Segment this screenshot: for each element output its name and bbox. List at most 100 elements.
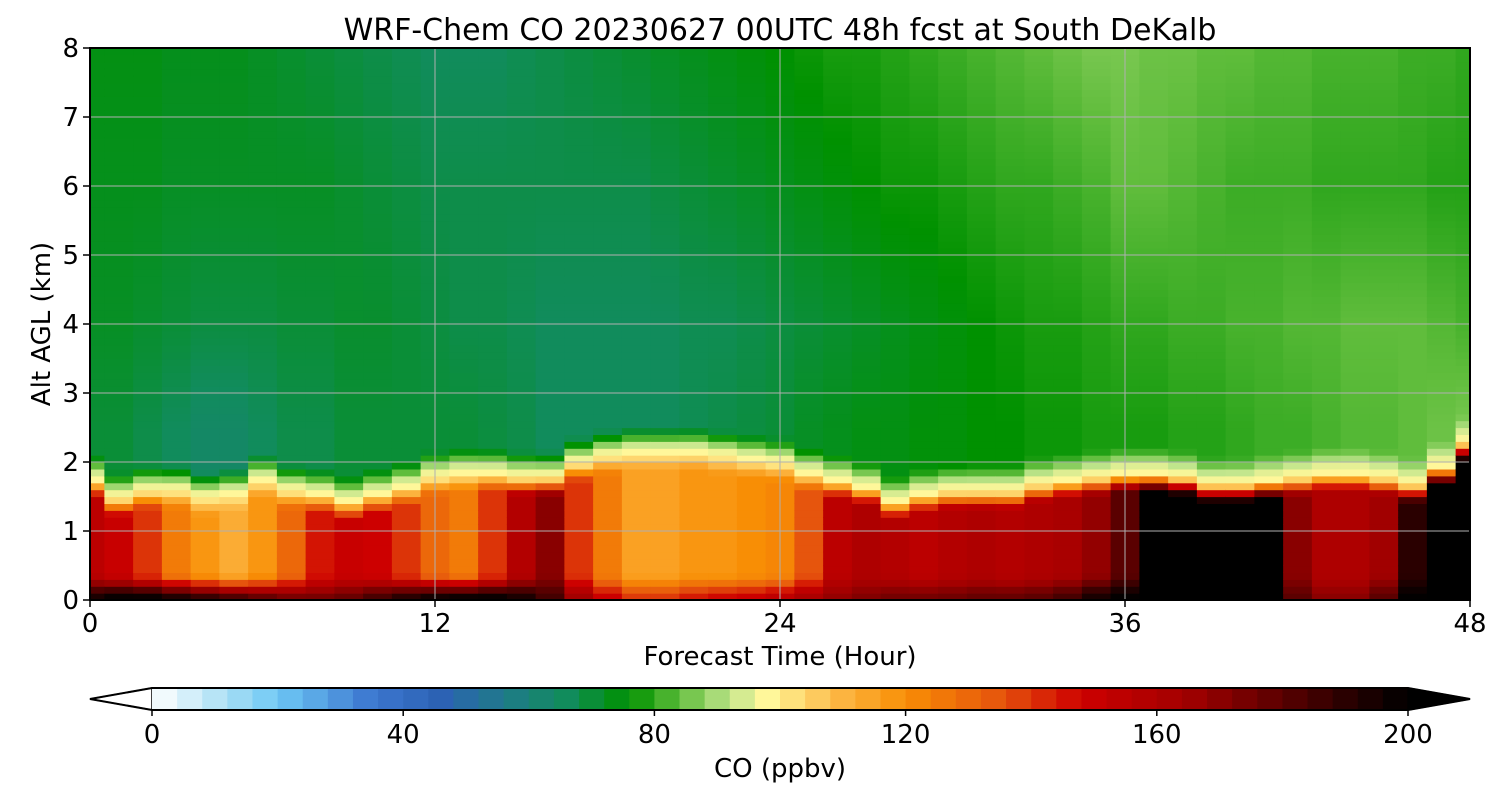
heatmap-cell: [1081, 468, 1112, 477]
heatmap-cell: [1053, 420, 1083, 429]
heatmap-cell: [995, 192, 1025, 201]
heatmap-cell: [995, 510, 1025, 518]
heatmap-cell: [966, 172, 997, 180]
heatmap-cell: [650, 503, 680, 511]
heatmap-cell: [133, 572, 163, 580]
heatmap-cell: [650, 255, 680, 263]
heatmap-cell: [880, 510, 910, 518]
heatmap-cell: [880, 496, 910, 504]
heatmap-cell: [1081, 406, 1112, 415]
heatmap-cell: [90, 213, 105, 222]
heatmap-cell: [1225, 427, 1255, 435]
heatmap-cell: [190, 192, 220, 201]
heatmap-cell: [219, 248, 249, 256]
heatmap-cell: [391, 103, 422, 111]
colorbar-segment: [579, 688, 605, 710]
heatmap-cell: [161, 179, 192, 187]
heatmap-cell: [1024, 296, 1054, 304]
heatmap-cell: [823, 68, 853, 77]
x-tick-label: 12: [418, 609, 451, 639]
heatmap-cell: [736, 372, 767, 380]
heatmap-cell: [1081, 54, 1112, 63]
heatmap-cell: [1311, 482, 1342, 491]
heatmap-cell: [1168, 379, 1198, 387]
heatmap-cell: [679, 324, 709, 332]
heatmap-cell: [391, 248, 422, 256]
heatmap-cell: [995, 406, 1025, 415]
heatmap-cell: [1426, 261, 1457, 270]
heatmap-cell: [1283, 303, 1313, 311]
heatmap-cell: [679, 165, 709, 173]
heatmap-cell: [564, 434, 594, 442]
heatmap-cell: [909, 551, 939, 560]
heatmap-cell: [506, 227, 537, 235]
heatmap-cell: [133, 351, 163, 360]
heatmap-cell: [161, 372, 192, 380]
heatmap-cell: [1426, 593, 1457, 600]
heatmap-cell: [1081, 213, 1112, 222]
heatmap-cell: [90, 248, 105, 256]
heatmap-cell: [564, 199, 594, 208]
heatmap-cell: [679, 206, 709, 215]
heatmap-cell: [909, 255, 939, 263]
heatmap-cell: [621, 172, 652, 180]
heatmap-cell: [650, 89, 680, 97]
heatmap-cell: [564, 172, 594, 180]
heatmap-cell: [161, 144, 192, 153]
heatmap-cell: [736, 517, 767, 525]
heatmap-cell: [478, 544, 508, 553]
heatmap-cell: [736, 413, 767, 422]
heatmap-cell: [1254, 275, 1284, 284]
heatmap-cell: [1168, 351, 1198, 360]
heatmap-cell: [133, 117, 163, 125]
heatmap-cell: [363, 462, 393, 470]
heatmap-cell: [449, 137, 479, 146]
heatmap-cell: [1311, 468, 1342, 477]
heatmap-cell: [650, 220, 680, 228]
heatmap-cell: [391, 255, 422, 263]
heatmap-cell: [334, 482, 364, 491]
heatmap-cell: [1369, 227, 1399, 235]
heatmap-cell: [190, 179, 220, 187]
heatmap-cell: [650, 482, 680, 491]
heatmap-cell: [679, 213, 709, 222]
heatmap-cell: [851, 455, 882, 463]
heatmap-cell: [1196, 558, 1227, 567]
heatmap-cell: [564, 420, 594, 429]
heatmap-cell: [305, 103, 335, 111]
heatmap-cell: [794, 255, 824, 263]
heatmap-cell: [219, 137, 249, 146]
heatmap-cell: [219, 337, 249, 346]
heatmap-cell: [1053, 186, 1083, 194]
heatmap-cell: [1024, 110, 1054, 118]
heatmap-cell: [1426, 310, 1457, 318]
heatmap-cell: [334, 123, 364, 132]
heatmap-cell: [1024, 434, 1054, 442]
heatmap-cell: [794, 372, 824, 380]
heatmap-cell: [1053, 261, 1083, 270]
heatmap-cell: [679, 179, 709, 187]
heatmap-cell: [1053, 558, 1083, 567]
heatmap-cell: [1081, 475, 1112, 484]
heatmap-cell: [535, 593, 565, 600]
heatmap-cell: [1455, 537, 1470, 546]
heatmap-cell: [219, 61, 249, 70]
heatmap-cell: [1024, 310, 1054, 318]
heatmap-cell: [736, 110, 767, 118]
heatmap-cell: [133, 75, 163, 84]
heatmap-cell: [190, 54, 220, 63]
heatmap-cell: [1426, 220, 1457, 228]
heatmap-cell: [276, 434, 307, 442]
heatmap-cell: [1225, 379, 1255, 387]
heatmap-cell: [593, 158, 623, 166]
heatmap-cell: [276, 551, 307, 560]
heatmap-cell: [1168, 158, 1198, 166]
heatmap-cell: [966, 123, 997, 132]
heatmap-cell: [334, 489, 364, 498]
heatmap-cell: [535, 96, 565, 104]
heatmap-cell: [708, 475, 738, 484]
heatmap-cell: [1311, 220, 1342, 228]
heatmap-cell: [679, 455, 709, 463]
heatmap-cell: [334, 227, 364, 235]
heatmap-cell: [593, 482, 623, 491]
